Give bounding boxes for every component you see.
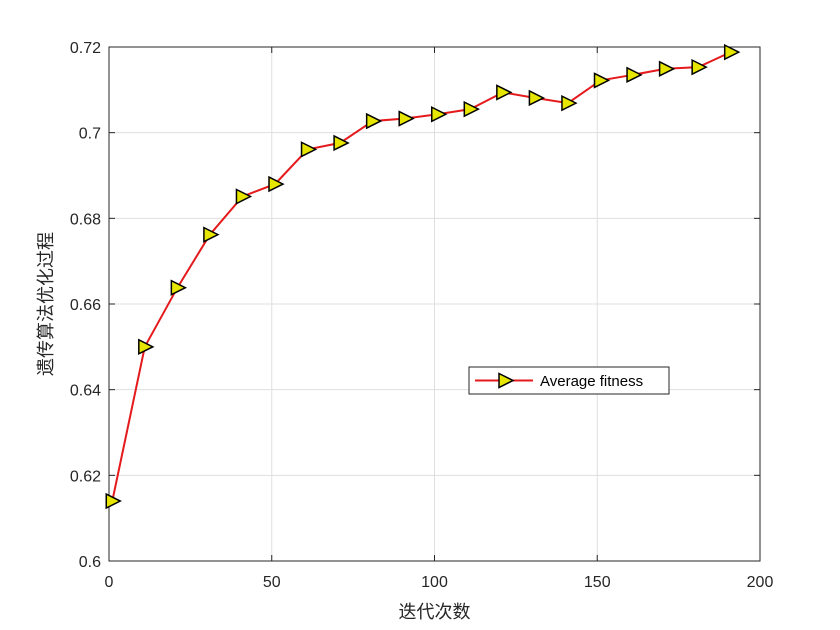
axis-ticks: 0 50 100 150 200 0.6 0.62 0.64 0.66 0.68 0.7 0.72 [70, 40, 774, 591]
y-tick-label: 0.66 [70, 297, 101, 314]
data-point-marker [170, 279, 188, 296]
data-point-marker [626, 66, 643, 84]
legend-label: Average fitness [540, 373, 643, 390]
y-tick-label: 0.68 [70, 211, 101, 228]
data-point-marker [528, 89, 546, 107]
legend: Average fitness [468, 366, 670, 395]
data-point-marker [593, 72, 611, 89]
x-axis-title: 迭代次数 [399, 602, 471, 623]
data-point-marker [300, 141, 318, 158]
data-point-marker [723, 43, 741, 61]
x-tick-label: 150 [584, 574, 611, 591]
data-point-marker [658, 60, 676, 78]
data-point-marker [463, 100, 480, 118]
data-point-marker [561, 94, 578, 112]
data-point-marker [431, 106, 448, 123]
data-point-marker [691, 58, 708, 76]
data-point-marker [203, 226, 220, 243]
data-point-marker [398, 110, 415, 127]
y-tick-label: 0.62 [70, 468, 101, 485]
legend-marker-sample [498, 372, 515, 389]
x-tick-label: 0 [105, 574, 114, 591]
data-point-marker [333, 134, 350, 152]
data-point-marker [365, 112, 383, 130]
x-tick-label: 200 [747, 574, 774, 591]
y-tick-label: 0.72 [70, 40, 101, 57]
grid-lines [109, 47, 760, 561]
data-point-marker [268, 175, 285, 193]
y-tick-label: 0.7 [79, 126, 101, 143]
x-tick-label: 100 [421, 574, 448, 591]
y-tick-label: 0.6 [79, 554, 101, 571]
data-point-marker [138, 338, 155, 356]
data-point-marker [105, 492, 122, 510]
x-tick-label: 50 [263, 574, 281, 591]
data-series [105, 43, 741, 510]
data-point-marker [496, 84, 513, 101]
data-point-marker [235, 188, 253, 205]
y-tick-label: 0.64 [70, 383, 101, 400]
y-axis-title: 遗传算法优化过程 [36, 232, 57, 376]
